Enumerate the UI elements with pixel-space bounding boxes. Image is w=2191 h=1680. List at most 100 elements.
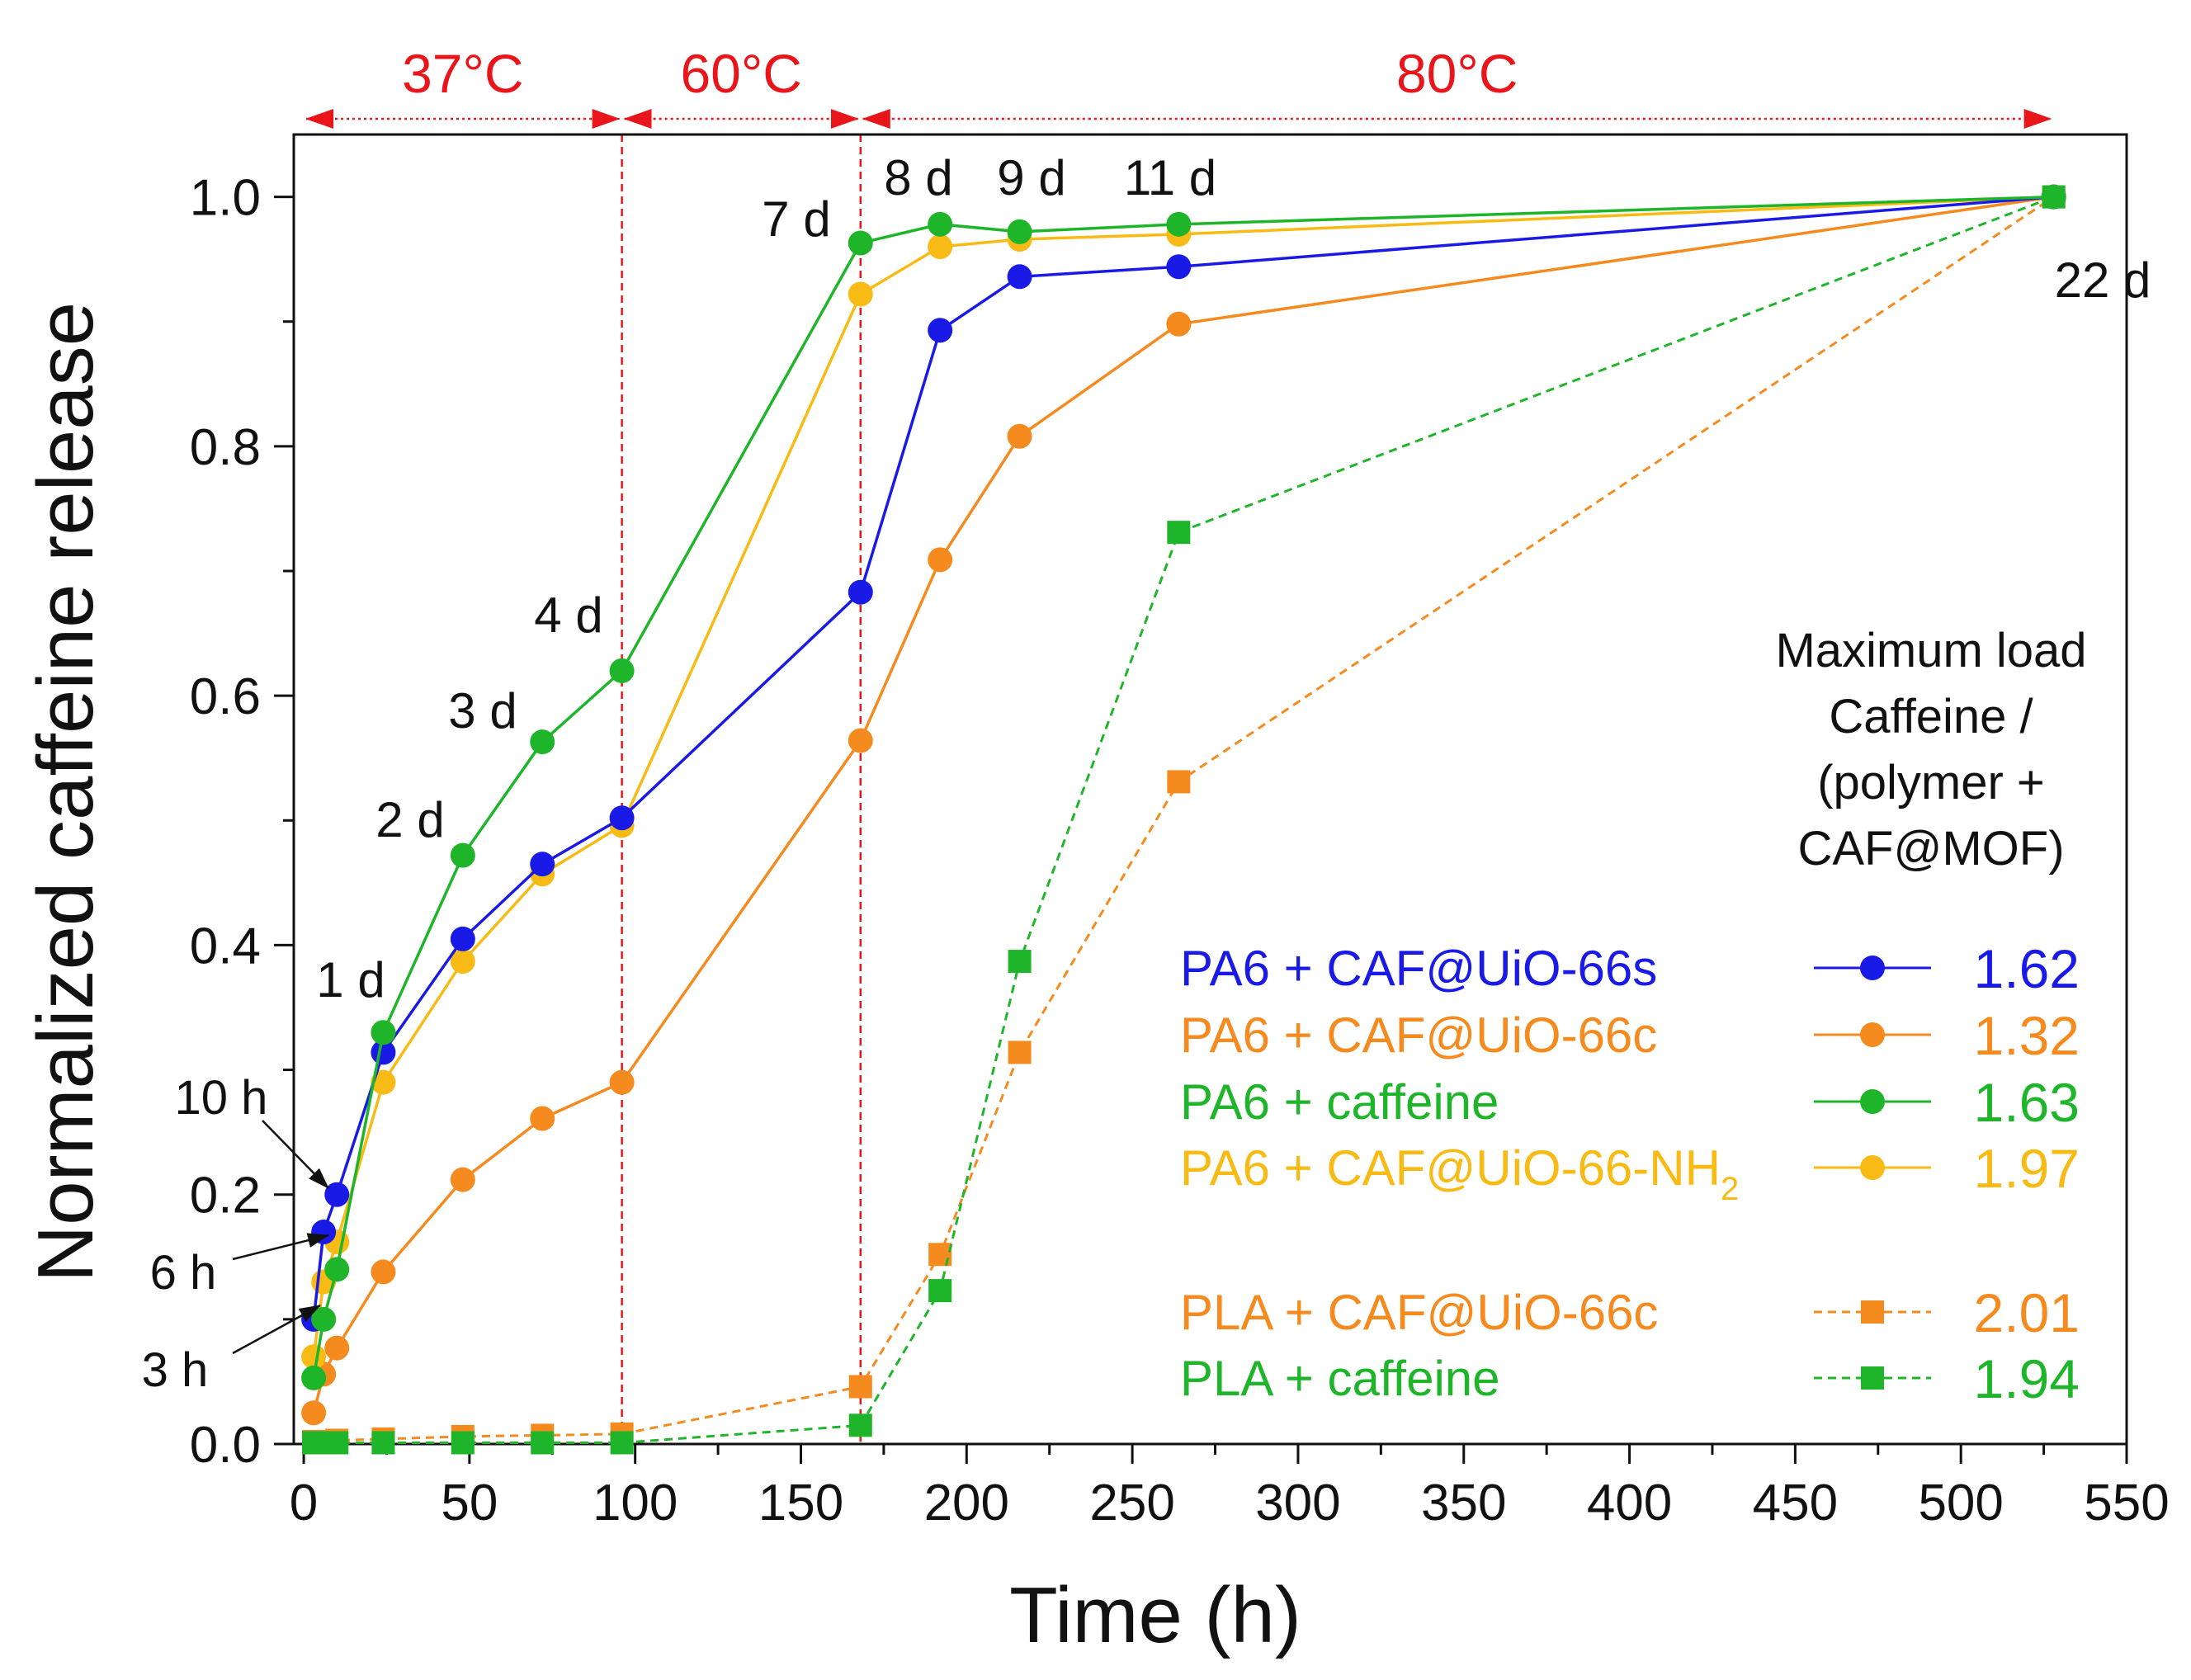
- series-pla-caf-uio-66c: [302, 185, 2066, 1453]
- series-pa6-caf-uio-66c: [301, 184, 2066, 1426]
- temperature-boundaries: [621, 134, 862, 1444]
- annotation-arrow: [232, 1233, 329, 1261]
- data-point: [609, 805, 635, 831]
- data-point: [1008, 1041, 1032, 1064]
- legend-marker: [1860, 956, 1885, 980]
- legend-marker: [1860, 1022, 1885, 1047]
- legend-value: 1.32: [1974, 1005, 2080, 1066]
- legend-label-text: PA6 + CAF@UiO-66s: [1180, 941, 1657, 996]
- legend-label: PA6 + CAF@UiO-66-NH2: [1180, 1140, 1739, 1207]
- data-point: [371, 1020, 396, 1045]
- legend-title-line: (polymer +: [1817, 756, 2045, 809]
- data-point: [848, 230, 873, 256]
- legend-title-line: Caffeine /: [1829, 690, 2033, 743]
- data-point: [928, 547, 953, 573]
- y-tick-label: 0.4: [190, 918, 261, 974]
- legend-marker: [1860, 1155, 1885, 1180]
- series-line: [314, 196, 2055, 1443]
- temperature-label: 80°C: [1396, 43, 1518, 104]
- data-point: [301, 1400, 327, 1426]
- x-tick-label: 550: [2084, 1475, 2169, 1531]
- x-tick-label: 500: [1918, 1475, 2003, 1531]
- data-point: [301, 1365, 327, 1390]
- x-tick-label: 450: [1753, 1475, 1838, 1531]
- data-point: [1007, 423, 1032, 449]
- legend-label-text: PLA + CAF@UiO-66c: [1180, 1285, 1658, 1340]
- legend-label-text: PA6 + CAF@UiO-66c: [1180, 1008, 1657, 1063]
- data-point: [1008, 950, 1032, 974]
- data-point: [2041, 184, 2066, 210]
- y-tick-label: 0.8: [190, 419, 261, 476]
- data-point: [450, 842, 475, 868]
- x-tick-label: 300: [1255, 1475, 1340, 1531]
- legend-value: 1.63: [1974, 1072, 2080, 1133]
- data-point: [848, 1413, 872, 1437]
- legend-item: PA6 + caffeine 1.63: [1180, 1072, 2080, 1133]
- x-tick-label: 50: [441, 1475, 498, 1531]
- legend-value: 1.94: [1974, 1348, 2080, 1409]
- legend-label-text: PA6 + caffeine: [1180, 1074, 1499, 1130]
- legend-value: 2.01: [1974, 1282, 2080, 1343]
- legend-title-line: CAF@MOF): [1797, 822, 2064, 875]
- data-point: [301, 1344, 327, 1370]
- legend: Maximum load Caffeine / (polymer + CAF@MOF)…: [1180, 624, 2087, 1409]
- data-point: [531, 1431, 555, 1455]
- y-tick-label: 0.2: [190, 1168, 261, 1225]
- legend-value: 1.62: [1974, 938, 2080, 999]
- legend-label: PA6 + CAF@UiO-66s: [1180, 941, 1657, 996]
- x-tick-label: 0: [290, 1475, 318, 1531]
- data-point: [928, 211, 953, 237]
- time-point-label: 10 h: [175, 1071, 268, 1125]
- data-point: [371, 1259, 396, 1285]
- temperature-label: 37°C: [402, 43, 523, 104]
- y-tick-label: 0.0: [190, 1417, 261, 1474]
- time-point-label: 3 h: [142, 1343, 209, 1397]
- y-tick-label: 0.6: [190, 668, 261, 725]
- x-tick-label: 150: [758, 1475, 843, 1531]
- data-point: [1167, 770, 1191, 794]
- legend-label: PA6 + caffeine: [1180, 1074, 1499, 1130]
- legend-marker: [1861, 1366, 1884, 1390]
- x-tick-label: 100: [593, 1475, 678, 1531]
- x-tick-label: 200: [924, 1475, 1009, 1531]
- legend-value: 1.97: [1974, 1138, 2080, 1199]
- x-axis: 0 50 100 150 200 250 300 350 400 450 500 550: [290, 1444, 2170, 1531]
- x-tick-label: 350: [1421, 1475, 1506, 1531]
- time-label: 8 d: [884, 150, 952, 205]
- data-point: [450, 926, 475, 951]
- series-pa6-caffeine: [301, 184, 2066, 1390]
- x-axis-label: Time (h): [1009, 1571, 1301, 1659]
- legend-label: PLA + CAF@UiO-66c: [1180, 1285, 1658, 1340]
- time-label: 22 d: [2055, 252, 2151, 308]
- temperature-regions: 37°C 60°C 80°C: [305, 43, 2052, 129]
- data-point: [530, 729, 555, 755]
- data-point: [324, 1182, 350, 1207]
- data-point: [450, 949, 475, 974]
- legend-marker: [1861, 1300, 1884, 1324]
- annotation-arrow: [232, 1304, 321, 1355]
- data-point: [530, 852, 555, 877]
- annotation-arrow: [262, 1120, 329, 1189]
- data-point: [325, 1431, 349, 1455]
- time-label: 9 d: [997, 150, 1065, 205]
- data-point: [610, 1431, 634, 1455]
- data-point: [1167, 521, 1191, 545]
- data-point: [530, 1106, 555, 1131]
- data-point: [848, 1375, 872, 1399]
- data-point: [1166, 254, 1192, 280]
- data-point: [450, 1167, 475, 1192]
- time-label: 2 d: [375, 792, 444, 847]
- plot-area: [292, 133, 2128, 1446]
- legend-marker: [1860, 1089, 1885, 1114]
- time-label: 4 d: [534, 588, 602, 643]
- legend-label: PA6 + CAF@UiO-66c: [1180, 1008, 1657, 1063]
- legend-label-text: PA6 + CAF@UiO-66-NH: [1180, 1140, 1721, 1196]
- legend-item: PLA + caffeine 1.94: [1180, 1348, 2080, 1409]
- legend-item: PA6 + CAF@UiO-66c 1.32: [1180, 1005, 2080, 1066]
- data-point: [928, 318, 953, 343]
- series-layer: [301, 184, 2066, 1455]
- data-point: [371, 1069, 396, 1095]
- data-point: [451, 1431, 475, 1455]
- data-point: [609, 658, 635, 683]
